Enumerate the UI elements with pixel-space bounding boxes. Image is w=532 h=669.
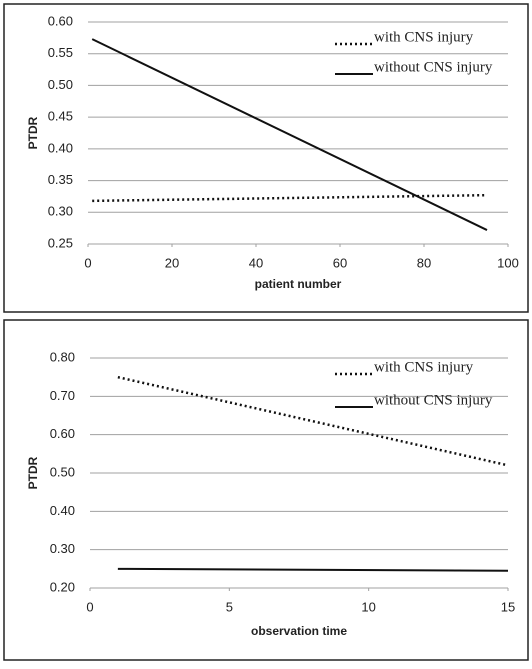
y-tick-label: 0.50 (50, 464, 75, 479)
data-line (92, 193, 488, 203)
data-line (91, 38, 488, 231)
legend-label: with CNS injury (374, 29, 474, 45)
y-axis-title: PTDR (26, 456, 40, 489)
y-tick-label: 0.55 (48, 45, 73, 60)
y-tick-label: 0.40 (48, 140, 73, 155)
y-tick-label: 0.30 (48, 204, 73, 219)
x-axis-title: patient number (255, 277, 342, 291)
y-tick-label: 0.20 (50, 579, 75, 594)
legend-label: with CNS injury (374, 359, 474, 375)
x-tick-label: 40 (249, 255, 263, 270)
y-tick-label: 0.80 (50, 349, 75, 364)
legend-label: without CNS injury (374, 392, 493, 408)
y-tick-label: 0.30 (50, 541, 75, 556)
y-tick-label: 0.35 (48, 172, 73, 187)
x-tick-label: 0 (86, 599, 93, 614)
x-tick-label: 5 (226, 599, 233, 614)
chart-frame (3, 3, 529, 313)
x-tick-label: 80 (417, 255, 431, 270)
x-tick-label: 100 (497, 255, 519, 270)
data-line (117, 375, 509, 467)
y-tick-label: 0.40 (50, 503, 75, 518)
x-axis-title: observation time (251, 624, 347, 638)
legend-label: without CNS injury (374, 59, 493, 75)
y-tick-label: 0.45 (48, 109, 73, 124)
x-tick-label: 20 (165, 255, 179, 270)
y-tick-label: 0.50 (48, 77, 73, 92)
y-axis-title: PTDR (26, 116, 40, 149)
y-tick-label: 0.60 (48, 13, 73, 28)
x-tick-label: 10 (361, 599, 375, 614)
x-tick-label: 60 (333, 255, 347, 270)
data-line (117, 567, 509, 572)
chart-frame (3, 319, 529, 661)
x-tick-label: 15 (501, 599, 515, 614)
y-tick-label: 0.70 (50, 388, 75, 403)
y-tick-label: 0.25 (48, 235, 73, 250)
y-tick-label: 0.60 (50, 426, 75, 441)
x-tick-label: 0 (84, 255, 91, 270)
